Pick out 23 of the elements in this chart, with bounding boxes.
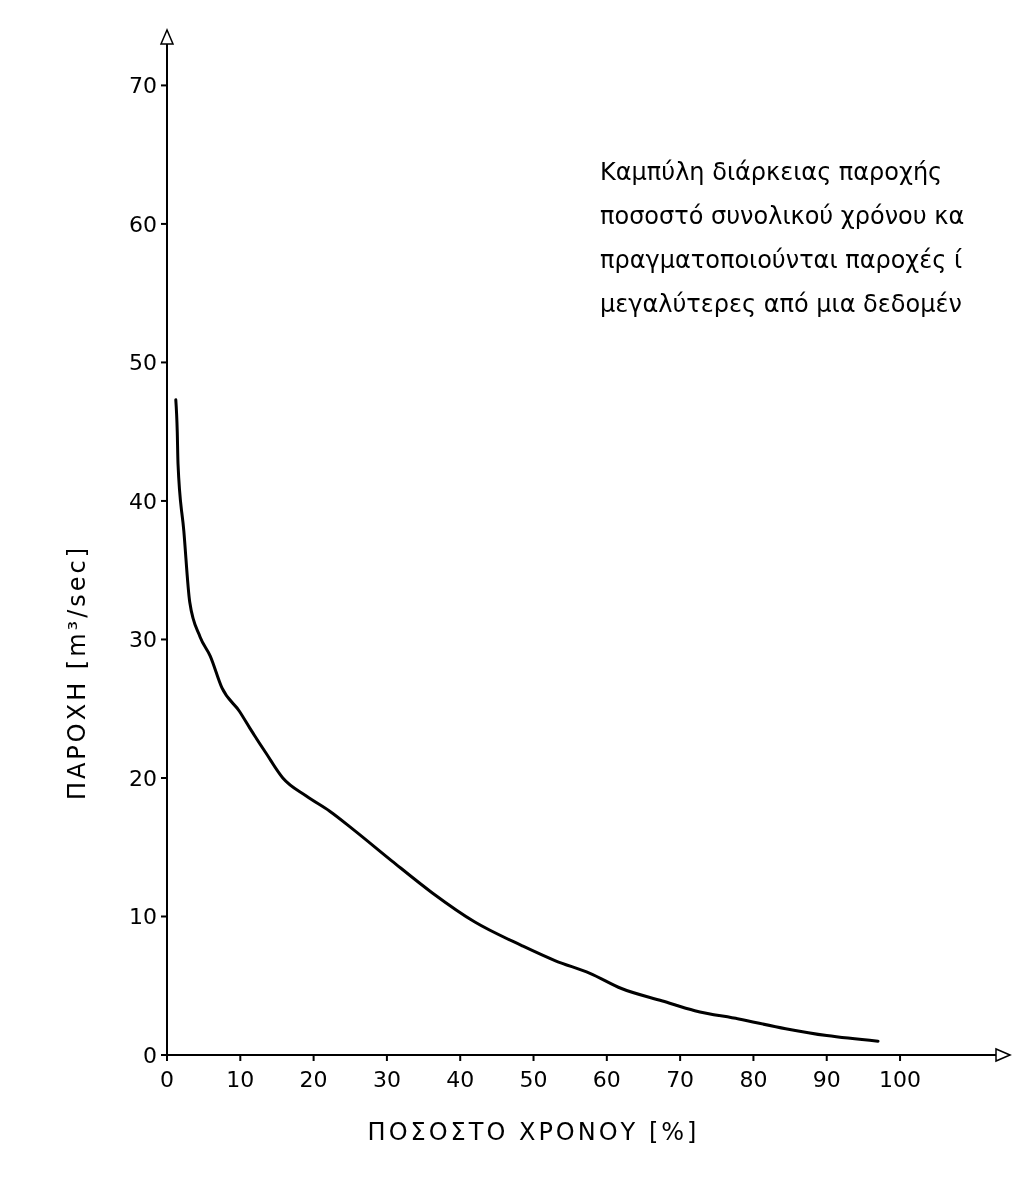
x-tick-label: 20: [299, 1067, 328, 1092]
x-axis-title: ΠΟΣΟΣΤΟ ΧΡΟΝΟΥ [%]: [367, 1118, 700, 1146]
y-tick-label: 60: [129, 211, 157, 237]
y-tick-label: 70: [129, 73, 157, 99]
line-series: [174, 398, 880, 1043]
y-tick-label: 0: [143, 1042, 157, 1068]
annotation: Καμπύλη διάρκειας παροχής ποσοστό συνολικού χρόνου κα πραγματοποιούνται παροχές ί μεγαλύτερες από μια δεδομέν: [600, 158, 965, 318]
y-tick-label: 50: [129, 350, 157, 376]
x-tick-label: 10: [226, 1067, 255, 1092]
x-tick-label: 70: [666, 1067, 695, 1092]
x-tick-label: 50: [519, 1067, 548, 1092]
x-tick-label: 90: [812, 1067, 841, 1092]
y-tick-label: 30: [129, 627, 157, 653]
y-tick-label: 20: [129, 765, 157, 791]
y-tick-label: 10: [129, 904, 157, 930]
x-tick-label: 100: [879, 1067, 922, 1092]
x-tick-label: 40: [446, 1067, 475, 1092]
x-tick-label: 80: [739, 1067, 768, 1092]
x-tick-label: 60: [592, 1067, 621, 1092]
x-tick-label: 30: [372, 1067, 401, 1092]
y-tick-label: 40: [129, 488, 157, 514]
x-tick-label: 0: [160, 1067, 174, 1092]
y-axis-title: ΠΑΡΟΧΗ [m³/sec]: [63, 544, 91, 801]
